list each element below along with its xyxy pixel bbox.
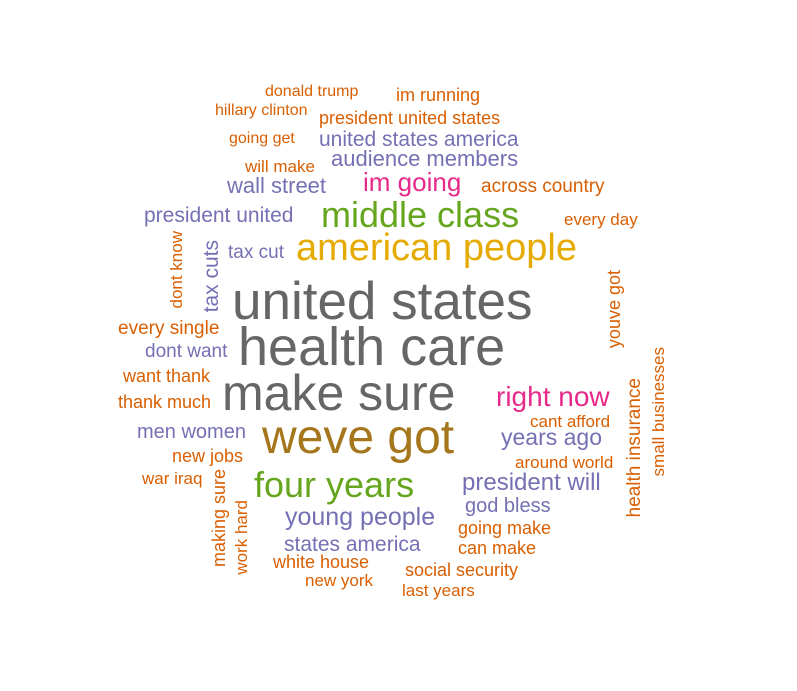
word-donald-trump: donald trump: [265, 83, 359, 100]
word-wall-street: wall street: [227, 173, 327, 198]
word-years-ago: years ago: [501, 424, 603, 450]
word-cant-afford: cant afford: [530, 412, 611, 431]
word-work-hard: work hard: [232, 500, 251, 575]
word-im-going: im going: [363, 167, 462, 197]
word-president-united: president united: [144, 204, 294, 227]
word-god-bless: god bless: [465, 495, 551, 517]
word-states-america: states america: [284, 533, 421, 556]
word-four-years: four years: [254, 464, 415, 505]
word-health-insurance: health insurance: [624, 378, 645, 518]
word-hillary-clinton: hillary clinton: [215, 102, 308, 119]
word-new-york: new york: [305, 571, 374, 590]
word-united-states: united states: [232, 272, 533, 331]
word-thank-much: thank much: [118, 392, 212, 412]
word-every-day: every day: [564, 210, 638, 229]
word-right-now: right now: [496, 381, 610, 412]
word-make-sure: make sure: [222, 365, 456, 421]
word-tax-cut: tax cut: [228, 242, 284, 263]
word-men-women: men women: [137, 421, 246, 443]
word-around-world: around world: [515, 453, 614, 472]
word-last-years: last years: [402, 581, 475, 600]
word-across-country: across country: [481, 176, 605, 197]
word-young-people: young people: [285, 503, 436, 531]
word-dont-want: dont want: [145, 341, 228, 362]
word-social-security: social security: [405, 560, 519, 580]
word-new-jobs: new jobs: [172, 446, 244, 466]
word-american-people: american people: [296, 227, 577, 269]
word-every-single: every single: [118, 318, 220, 339]
word-war-iraq: war iraq: [142, 469, 203, 488]
word-want-thank: want thank: [123, 366, 211, 386]
word-im-running: im running: [396, 85, 481, 105]
word-will-make: will make: [245, 157, 315, 176]
word-going-make: going make: [458, 518, 552, 538]
word-small-businesses: small businesses: [649, 347, 668, 477]
word-going-get: going get: [229, 130, 295, 147]
word-audience-members: audience members: [331, 146, 519, 171]
word-health-care: health care: [238, 317, 506, 377]
word-can-make: can make: [458, 538, 537, 558]
word-middle-class: middle class: [321, 194, 520, 235]
word-president-will: president will: [462, 469, 601, 496]
word-white-house: white house: [273, 552, 370, 572]
word-tax-cuts: tax cuts: [200, 240, 223, 313]
word-dont-know: dont know: [167, 231, 186, 309]
word-president-united-states: president united states: [319, 108, 501, 128]
word-making-sure: making sure: [209, 469, 229, 568]
word-weve-got: weve got: [262, 411, 455, 464]
word-united-states-america: united states america: [319, 128, 519, 151]
word-youve-got: youve got: [604, 270, 624, 349]
